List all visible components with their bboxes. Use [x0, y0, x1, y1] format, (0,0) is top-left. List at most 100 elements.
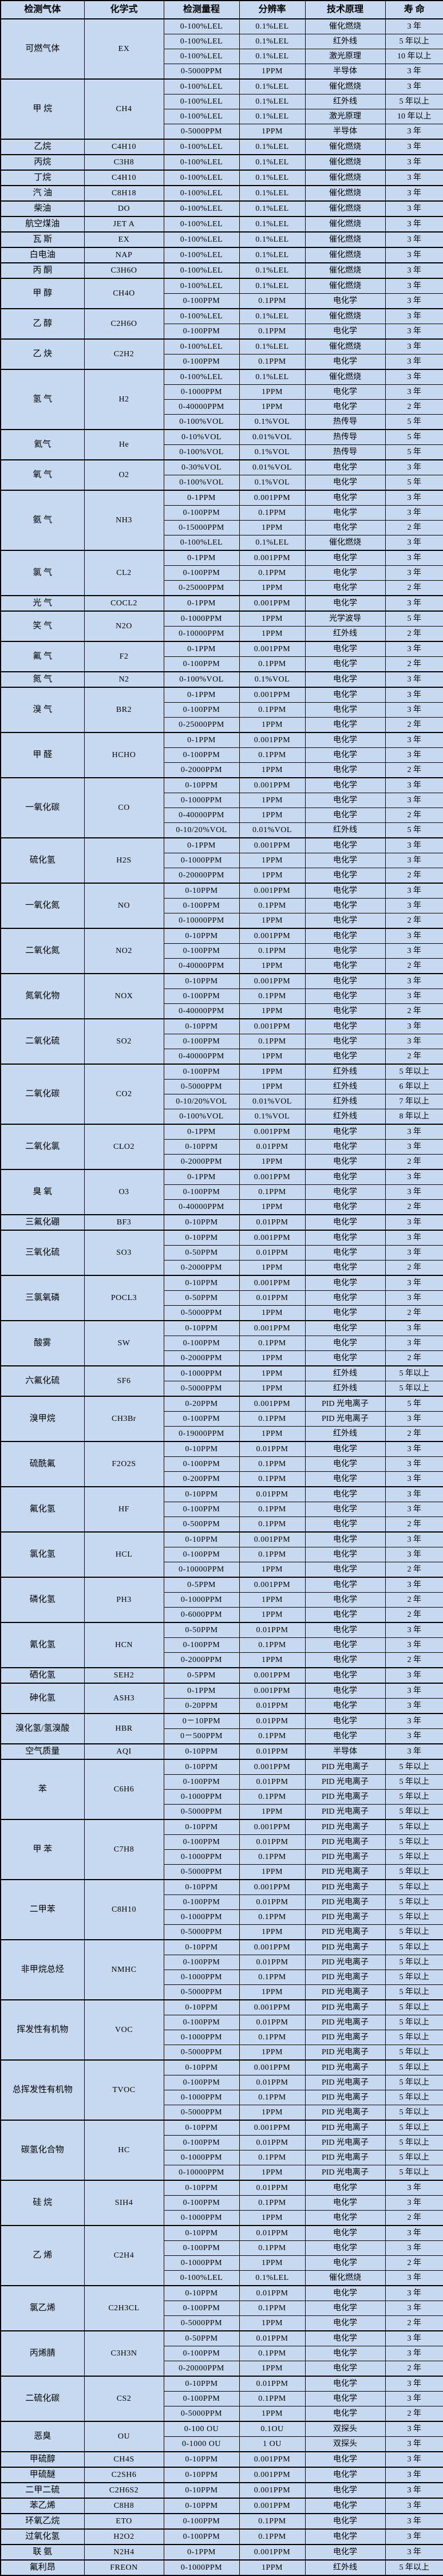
- table-row: 0-10PPM 0.01PPM 电化学 3 年: [1, 1139, 443, 1155]
- principle-cell: PID 光电离子: [304, 1894, 386, 1910]
- principle-cell: 电化学: [304, 2498, 386, 2514]
- resolution-cell: 1PPM: [239, 1064, 306, 1080]
- table-row: 硒化氢 SEH2 0-5PPM 0.001PPM 电化学 3 年: [0, 1667, 443, 1684]
- resolution-cell: 0.1%LEL: [239, 49, 306, 64]
- life-cell: 3 年: [385, 1411, 443, 1427]
- range-cell: 0-5000PPM: [163, 1381, 240, 1397]
- resolution-cell: 0.01PPM: [239, 1290, 306, 1306]
- table-row: 甲 醛 HCHO 0-1PPM 0.001PPM 电化学 3 年: [0, 732, 443, 778]
- range-cell: 0-100%LEL: [163, 200, 240, 217]
- table-row: 0-100PPM 0.01PPM PID 光电离子 5 年以上: [1, 1955, 443, 1970]
- resolution-cell: 1 OU: [239, 2436, 306, 2452]
- formula-cell: HCN: [84, 1622, 164, 1668]
- range-cell: 0-10PPM: [163, 2180, 240, 2196]
- resolution-cell: 0.1PPM: [239, 2090, 306, 2105]
- gas-name-cell: 氟 气: [0, 641, 85, 672]
- formula-cell: H2S: [84, 837, 164, 884]
- gas-name-cell: 甲 烷: [0, 78, 85, 140]
- range-cell: 0-100PPM: [163, 943, 240, 959]
- resolution-cell: 0.01PPM: [239, 2015, 306, 2030]
- gas-name-cell: 挥发性有机物: [0, 1999, 85, 2061]
- range-cell: 0-2000PPM: [163, 762, 240, 778]
- life-cell: 3 年: [385, 1456, 443, 1472]
- table-row: 0-100PPM 0.1PPM 电化学 3 年: [1, 565, 443, 581]
- range-cell: 0-100PPM: [163, 1894, 240, 1910]
- principle-cell: PID 光电离子: [304, 2015, 386, 2030]
- table-row: 0-50PPM 0.01PPM 电化学 3 年: [1, 1290, 443, 1306]
- range-cell: 0-10PPM: [163, 1275, 240, 1291]
- resolution-cell: 0.01PPM: [239, 2075, 306, 2090]
- range-cell: 0-100%LEL: [163, 278, 240, 294]
- formula-cell: C2H2: [84, 338, 164, 370]
- gas-name-cell: 硫酰氟: [0, 1441, 85, 1487]
- range-cell: 0-100%LEL: [163, 535, 240, 551]
- range-cell: 0-100%VOL: [163, 444, 240, 460]
- table-row: 甲硫醚 C2SH6 0-10PPM 0.001PPM 电化学 3 年: [0, 2467, 443, 2483]
- life-cell: 5 年以上: [385, 1864, 443, 1880]
- table-row: 0-100PPM 0.01PPM PID 光电离子 5 年以上: [1, 1834, 443, 1850]
- table-row: 白电油 NAP 0-100%LEL 0.1%LEL 催化燃烧 3 年: [0, 247, 443, 263]
- life-cell: 3 年: [385, 1531, 443, 1547]
- range-cell: 0-100%LEL: [163, 231, 240, 248]
- principle-cell: 催化燃烧: [304, 338, 386, 355]
- resolution-cell: 0.1PPM: [239, 2150, 306, 2165]
- resolution-cell: 0.1PPM: [239, 1336, 306, 1351]
- gas-name-cell: 光 气: [0, 595, 85, 612]
- table-row: 0-100PPM 0.1PPM PID 光电离子 3 年: [1, 1411, 443, 1427]
- life-cell: 3 年: [385, 1214, 443, 1231]
- resolution-cell: 0.01PPM: [239, 2376, 306, 2392]
- table-row: 0-5000PPM 1PPM 半导体 3 年: [1, 124, 443, 140]
- principle-cell: PID 光电离子: [304, 2075, 386, 2090]
- gas-name-cell: 二甲二硫: [0, 2482, 85, 2499]
- principle-cell: PID 光电离子: [304, 1970, 386, 1985]
- resolution-cell: 0.1PPM: [239, 1456, 306, 1472]
- formula-cell: ASH3: [84, 1683, 164, 1714]
- formula-cell: C8H18: [84, 185, 164, 202]
- table-row: 0－500PPM 0.1PPM 电化学 3 年: [1, 1728, 443, 1744]
- principle-cell: 电化学: [304, 2513, 386, 2530]
- formula-cell: CL2: [84, 550, 164, 596]
- principle-cell: 双探头: [304, 2436, 386, 2452]
- range-cell: 0-1000PPM: [163, 2150, 240, 2165]
- principle-cell: 电化学: [304, 1713, 386, 1729]
- life-cell: 3 年: [385, 1034, 443, 1049]
- table-row: 0-100PPM 0.1PPM 电化学 3 年: [1, 324, 443, 340]
- life-cell: 3 年: [385, 1622, 443, 1638]
- range-cell: 0-100%VOL: [163, 671, 240, 688]
- table-row: 0-100PPM 0.1PPM 电化学 3 年: [1, 943, 443, 959]
- life-cell: 3 年: [385, 1124, 443, 1140]
- range-cell: 0-100PPM: [163, 1411, 240, 1427]
- range-cell: 0-100%LEL: [163, 18, 240, 34]
- resolution-cell: 0.1PPM: [239, 1411, 306, 1427]
- range-cell: 0-10PPM: [163, 2059, 240, 2075]
- table-row: 氯 气 CL2 0-1PPM 0.001PPM 电化学 3 年: [0, 550, 443, 596]
- range-cell: 0-100PPM: [163, 505, 240, 521]
- life-cell: 6 年以上: [385, 1079, 443, 1094]
- table-row: 0-1000PPM 1PPM 电化学 3 年: [1, 853, 443, 868]
- resolution-cell: 0.01PPM: [239, 1214, 306, 1231]
- principle-cell: 电化学: [304, 2361, 386, 2377]
- range-cell: 0-100PPM: [163, 2513, 240, 2530]
- resolution-cell: 0.01%VOL: [239, 1094, 306, 1109]
- life-cell: 5 年以上: [385, 2059, 443, 2075]
- principle-cell: 电化学: [304, 520, 386, 535]
- life-cell: 3 年: [385, 2330, 443, 2346]
- life-cell: 2 年: [385, 1350, 443, 1366]
- life-cell: 3 年: [385, 2270, 443, 2286]
- table-row: 0-100%VOL 0.1%VOL 热传导 5 年: [1, 444, 443, 460]
- range-cell: 0-10/20%VOL: [163, 1094, 240, 1109]
- principle-cell: 红外线: [304, 2559, 386, 2576]
- life-cell: 5 年: [385, 1396, 443, 1412]
- table-row: 0-5000PPM 1PPM PID 光电离子 5 年以上: [1, 1984, 443, 2000]
- formula-cell: HCHO: [84, 732, 164, 778]
- table-row: 0-50PPM 0.01PPM 电化学 3 年: [1, 1245, 443, 1261]
- resolution-cell: 0.1PPM: [239, 505, 306, 521]
- principle-cell: 电化学: [304, 1607, 386, 1623]
- life-cell: 3 年: [385, 1290, 443, 1306]
- principle-cell: 双探头: [304, 2421, 386, 2437]
- range-cell: 0-40000PPM: [163, 958, 240, 974]
- resolution-cell: 1PPM: [239, 1154, 306, 1170]
- table-row: 乙 烯 C2H4 0-10PPM 0.01PPM 电化学 3 年: [0, 2225, 443, 2286]
- resolution-cell: 1PPM: [239, 958, 306, 974]
- table-row: 挥发性有机物 VOC 0-10PPM 0.001PPM PID 光电离子 5 年以上: [0, 1999, 443, 2061]
